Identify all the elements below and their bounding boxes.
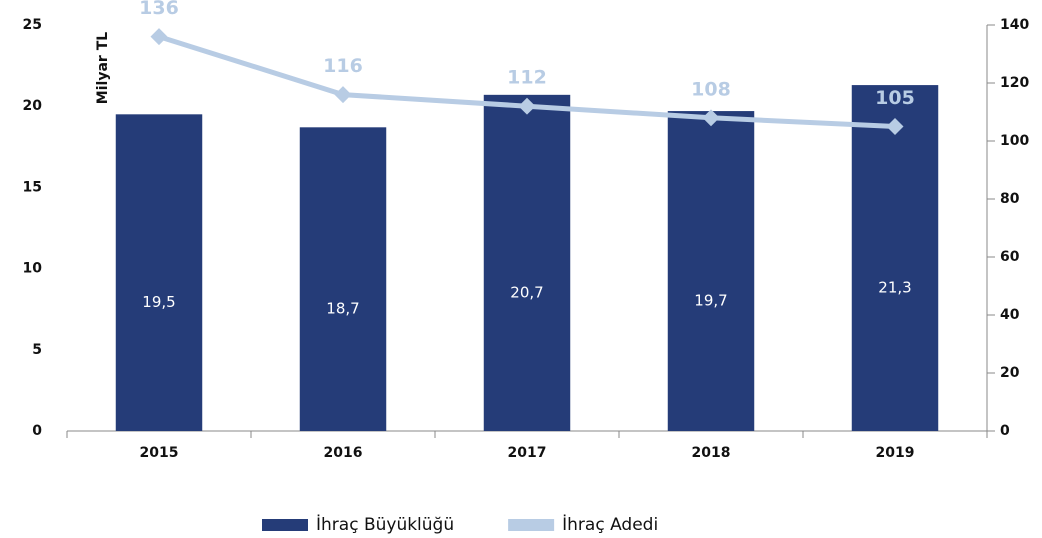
line-value-label: 108	[691, 78, 731, 100]
y2-tick-label: 120	[1000, 75, 1029, 91]
bar	[851, 85, 939, 431]
x-tick-label: 2016	[324, 445, 363, 461]
line-marker	[334, 86, 352, 104]
y-tick-label: 25	[23, 17, 42, 33]
bar-value-label: 18,7	[326, 300, 359, 318]
x-tick-label: 2018	[692, 445, 731, 461]
line-value-label: 105	[875, 87, 915, 109]
y2-tick-label: 80	[1000, 191, 1020, 207]
y2-tick-label: 60	[1000, 249, 1020, 265]
y-tick-label: 20	[23, 98, 43, 114]
bar	[115, 114, 203, 431]
line-value-label: 116	[323, 55, 363, 77]
legend-label: İhraç Büyüklüğü	[316, 514, 454, 535]
y-tick-label: 10	[23, 261, 43, 277]
line-marker	[702, 109, 720, 127]
y-tick-label: 0	[32, 423, 42, 439]
bar-value-label: 19,5	[142, 293, 175, 311]
bar-value-label: 21,3	[878, 279, 911, 297]
bar-value-label: 19,7	[694, 292, 727, 310]
x-tick-label: 2019	[876, 445, 915, 461]
legend-label: İhraç Adedi	[562, 514, 658, 535]
bar	[667, 111, 755, 432]
x-tick-label: 2017	[508, 445, 547, 461]
line-value-label: 136	[139, 0, 179, 19]
bar	[299, 127, 387, 431]
x-tick-label: 2015	[140, 445, 179, 461]
line-marker	[150, 28, 168, 46]
legend-swatch	[508, 519, 555, 531]
y-axis-label: Milyar TL	[95, 32, 111, 104]
y2-tick-label: 100	[1000, 133, 1029, 149]
y2-tick-label: 40	[1000, 307, 1020, 323]
y-tick-label: 15	[23, 179, 42, 195]
legend-swatch	[262, 519, 308, 531]
y2-tick-label: 20	[1000, 365, 1020, 381]
bar	[483, 94, 571, 431]
line-marker	[886, 118, 904, 135]
line-value-label: 112	[507, 67, 547, 89]
y2-tick-label: 0	[1000, 423, 1010, 439]
bar-value-label: 20,7	[510, 283, 543, 301]
y2-tick-label: 140	[1000, 17, 1029, 33]
line-marker	[518, 97, 536, 115]
y-tick-label: 5	[32, 342, 42, 358]
